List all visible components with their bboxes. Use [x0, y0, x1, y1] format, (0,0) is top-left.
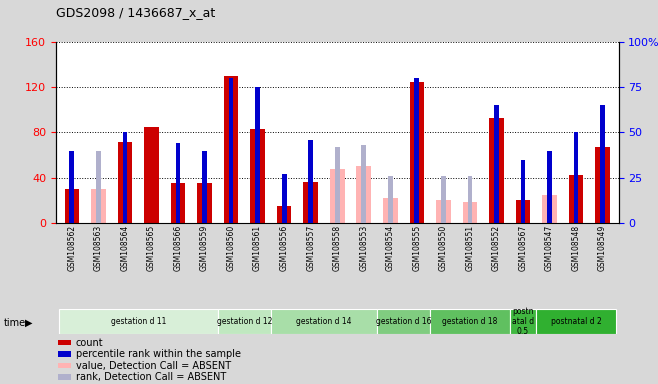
Bar: [335, 147, 340, 223]
Bar: [489, 118, 504, 223]
Text: gestation d 11: gestation d 11: [111, 317, 166, 326]
Bar: [58, 351, 71, 357]
Bar: [218, 309, 271, 334]
Bar: [197, 183, 212, 223]
Bar: [357, 166, 371, 223]
Bar: [569, 175, 584, 223]
Text: percentile rank within the sample: percentile rank within the sample: [76, 349, 241, 359]
Text: GSM108554: GSM108554: [386, 224, 395, 271]
Bar: [536, 309, 616, 334]
Text: GSM108567: GSM108567: [519, 224, 528, 271]
Bar: [430, 309, 510, 334]
Bar: [118, 142, 132, 223]
Text: GSM108556: GSM108556: [280, 224, 289, 271]
Text: GSM108565: GSM108565: [147, 224, 156, 271]
Text: ▶: ▶: [25, 318, 32, 328]
Text: GSM108562: GSM108562: [67, 224, 76, 271]
Bar: [520, 160, 525, 223]
Bar: [170, 183, 186, 223]
Bar: [144, 127, 159, 223]
Bar: [468, 176, 472, 223]
Text: gestation d 14: gestation d 14: [296, 317, 352, 326]
Bar: [494, 106, 499, 223]
Bar: [330, 169, 345, 223]
Bar: [58, 363, 71, 368]
Bar: [441, 176, 445, 223]
Text: GSM108555: GSM108555: [413, 224, 421, 271]
Text: GSM108547: GSM108547: [545, 224, 554, 271]
Text: postn
atal d
0.5: postn atal d 0.5: [512, 307, 534, 336]
Text: GSM108550: GSM108550: [439, 224, 448, 271]
Text: gestation d 12: gestation d 12: [216, 317, 272, 326]
Bar: [58, 340, 71, 345]
Bar: [595, 147, 610, 223]
Text: count: count: [76, 338, 103, 348]
Text: GSM108566: GSM108566: [174, 224, 182, 271]
Bar: [282, 174, 286, 223]
Bar: [436, 200, 451, 223]
Bar: [388, 176, 393, 223]
Bar: [255, 88, 260, 223]
Text: GSM108549: GSM108549: [598, 224, 607, 271]
Text: GSM108563: GSM108563: [94, 224, 103, 271]
Text: value, Detection Call = ABSENT: value, Detection Call = ABSENT: [76, 361, 231, 371]
Text: GSM108561: GSM108561: [253, 224, 262, 271]
Bar: [277, 206, 291, 223]
Bar: [309, 140, 313, 223]
Bar: [202, 151, 207, 223]
Text: gestation d 16: gestation d 16: [376, 317, 431, 326]
Bar: [361, 145, 366, 223]
Bar: [58, 374, 71, 380]
Bar: [176, 143, 180, 223]
Bar: [463, 202, 477, 223]
Bar: [409, 82, 424, 223]
Bar: [600, 106, 605, 223]
Text: GSM108553: GSM108553: [359, 224, 368, 271]
Text: GSM108552: GSM108552: [492, 224, 501, 271]
Text: GSM108548: GSM108548: [572, 224, 580, 271]
Bar: [271, 309, 377, 334]
Text: GSM108564: GSM108564: [120, 224, 130, 271]
Bar: [224, 76, 238, 223]
Bar: [91, 189, 106, 223]
Bar: [383, 198, 397, 223]
Bar: [59, 309, 218, 334]
Bar: [377, 309, 430, 334]
Bar: [303, 182, 318, 223]
Bar: [122, 132, 127, 223]
Bar: [64, 189, 79, 223]
Bar: [70, 151, 74, 223]
Bar: [574, 132, 578, 223]
Bar: [250, 129, 265, 223]
Text: GSM108551: GSM108551: [465, 224, 474, 271]
Text: GDS2098 / 1436687_x_at: GDS2098 / 1436687_x_at: [56, 6, 215, 19]
Bar: [415, 78, 419, 223]
Bar: [547, 151, 552, 223]
Text: time: time: [3, 318, 26, 328]
Text: GSM108559: GSM108559: [200, 224, 209, 271]
Bar: [229, 78, 234, 223]
Text: rank, Detection Call = ABSENT: rank, Detection Call = ABSENT: [76, 372, 226, 382]
Bar: [542, 195, 557, 223]
Bar: [516, 200, 530, 223]
Text: GSM108560: GSM108560: [226, 224, 236, 271]
Text: GSM108558: GSM108558: [333, 224, 342, 271]
Bar: [510, 309, 536, 334]
Bar: [96, 151, 101, 223]
Text: GSM108557: GSM108557: [306, 224, 315, 271]
Text: gestation d 18: gestation d 18: [442, 317, 497, 326]
Text: postnatal d 2: postnatal d 2: [551, 317, 601, 326]
